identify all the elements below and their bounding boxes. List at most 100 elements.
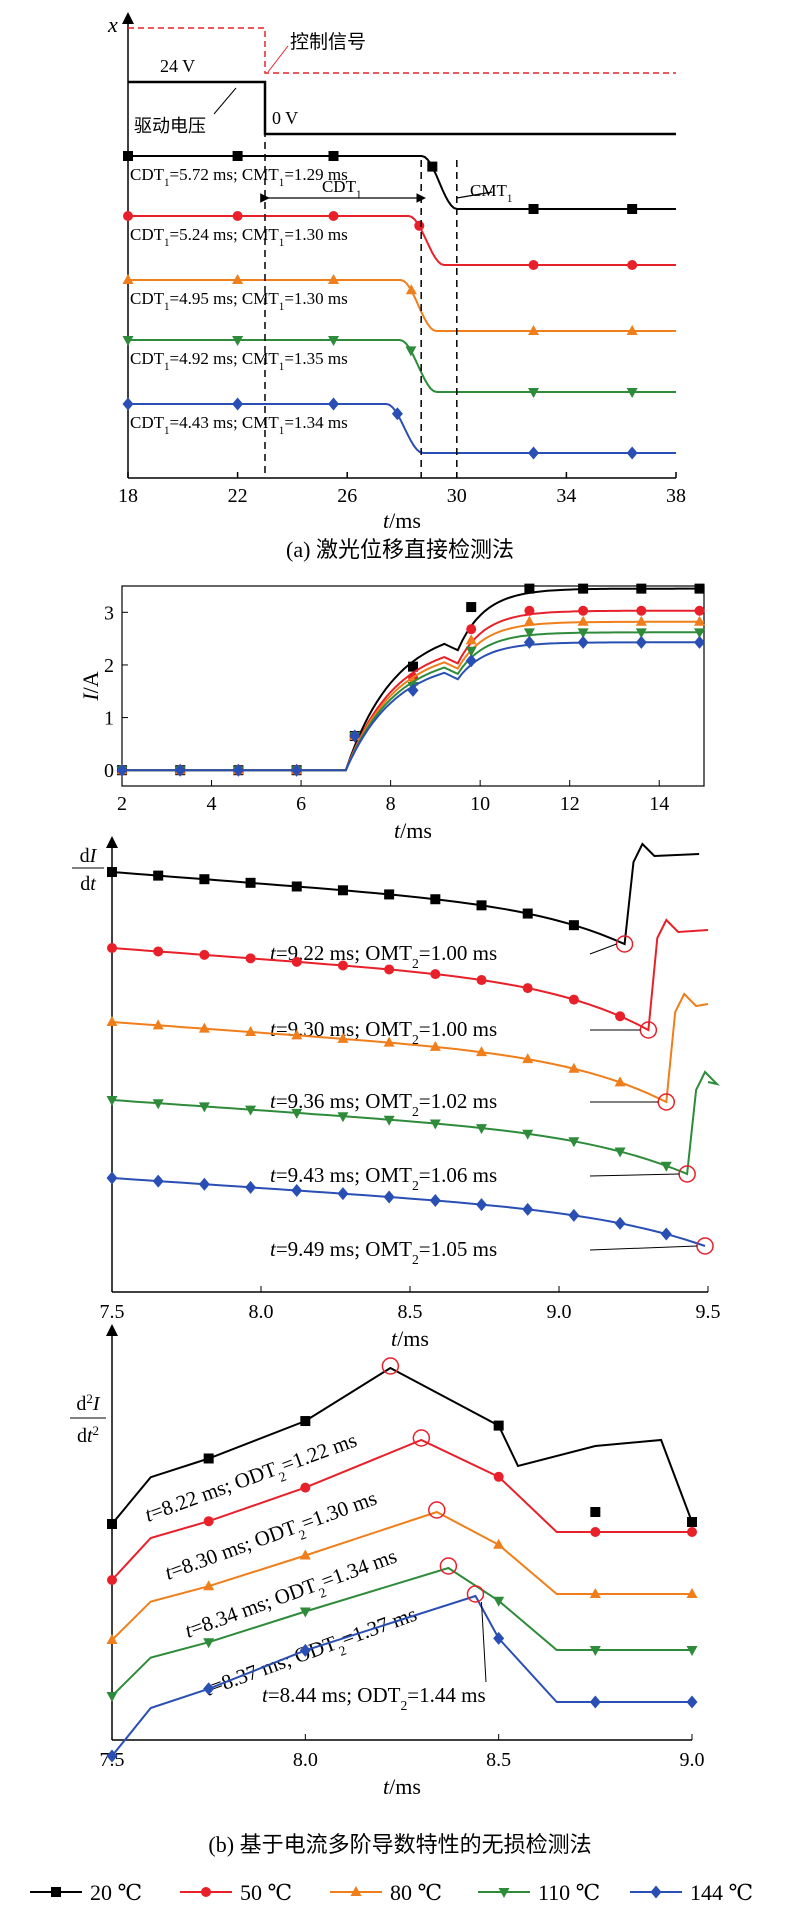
data-marker (232, 151, 243, 161)
data-marker (337, 1187, 349, 1201)
displacement-annotation-2: CDT1=4.95 ms; CMT1=1.30 ms (130, 289, 348, 313)
data-marker (427, 161, 438, 172)
y-tick-label: 1 (104, 708, 114, 730)
drive-voltage-label: 驱动电压 (134, 116, 206, 136)
legend-label-3: 110 ℃ (538, 1880, 600, 1905)
data-marker (590, 1527, 601, 1537)
data-marker (107, 867, 117, 877)
data-marker (203, 1580, 215, 1591)
x-tick-label: 10 (470, 793, 490, 815)
data-marker (123, 151, 133, 161)
data-marker (337, 960, 348, 971)
data-marker (383, 1036, 395, 1047)
data-marker (408, 661, 418, 672)
data-marker (466, 624, 477, 635)
data-marker (429, 1119, 441, 1130)
data-marker (626, 325, 638, 335)
data-marker (328, 211, 339, 221)
data-marker (299, 1549, 311, 1560)
data-marker (337, 1032, 349, 1043)
first-derivative-annotation-4: t=9.49 ms; OMT2=1.05 ms (270, 1237, 497, 1267)
x-tick-label: 22 (228, 485, 248, 507)
data-marker (153, 946, 164, 957)
data-marker (107, 1519, 117, 1529)
panel-b-caption: (b) 基于电流多阶导数特性的无损检测法 (208, 1832, 591, 1857)
data-marker (291, 1183, 303, 1197)
data-marker (383, 1190, 395, 1204)
cmt-leader (456, 191, 493, 199)
data-marker (694, 615, 706, 626)
data-marker (577, 628, 589, 639)
data-marker (232, 274, 244, 284)
data-marker (578, 605, 589, 616)
peak-highlight-circle (439, 1557, 458, 1575)
data-marker (384, 889, 395, 900)
data-marker (476, 1198, 488, 1212)
data-marker (523, 635, 535, 649)
data-marker (577, 635, 589, 649)
data-marker (405, 284, 417, 295)
plot-frame (121, 585, 705, 787)
data-marker (493, 1538, 505, 1549)
data-marker (300, 1416, 311, 1427)
x-tick-label: 38 (666, 485, 686, 507)
x-tick-label: 6 (296, 793, 306, 815)
displacement-series-3 (128, 339, 676, 393)
data-marker (123, 211, 133, 221)
data-marker (383, 1115, 395, 1126)
annotation-leader (589, 1245, 698, 1251)
data-marker (106, 1634, 118, 1644)
x-tick-label: 9.0 (680, 1749, 705, 1771)
data-marker (198, 1177, 210, 1191)
displacement-series-2 (128, 279, 676, 332)
data-marker (106, 1749, 118, 1763)
data-marker (493, 1420, 504, 1431)
data-marker (198, 1022, 210, 1033)
second-derivative-series-4 (111, 1594, 692, 1757)
panel-a-caption: (a) 激光位移直接检测法 (286, 537, 514, 562)
data-marker (568, 994, 579, 1005)
data-marker (106, 1096, 118, 1106)
data-marker (106, 1016, 118, 1026)
displacement-series-1 (128, 215, 676, 266)
x-tick-label: 12 (560, 793, 580, 815)
second-derivative-series-1 (111, 1438, 692, 1581)
data-marker (589, 1646, 601, 1656)
data-marker (614, 1147, 626, 1158)
control-signal-leader (267, 45, 289, 73)
data-marker (116, 763, 128, 777)
data-marker (328, 397, 339, 411)
data-marker (522, 983, 533, 994)
first-derivative-annotation-2: t=9.36 ms; OMT2=1.02 ms (270, 1089, 497, 1119)
data-marker (245, 1026, 257, 1037)
data-marker (687, 1517, 697, 1527)
data-marker (391, 407, 403, 421)
panel-a-laser-displacement: x 18 22 26 30 34 38 t/ms 控制信号 24 V 0 V 驱动电压 CDT1=5.7… (107, 12, 686, 533)
y-axis-label: I/A (78, 671, 103, 701)
data-marker (493, 1631, 505, 1645)
y-tick-label: 2 (104, 655, 114, 677)
data-marker (589, 1588, 601, 1598)
first-derivative-annotation-0: t=9.22 ms; OMT2=1.00 ms (270, 941, 497, 971)
data-marker (199, 874, 210, 885)
first-derivative-series-4 (111, 1177, 706, 1247)
data-marker (299, 1607, 311, 1618)
data-marker (568, 1137, 580, 1148)
data-marker (522, 1053, 534, 1064)
data-marker (245, 877, 256, 888)
data-marker (493, 1471, 504, 1482)
data-marker (578, 583, 589, 594)
x-tick-label: 8.0 (293, 1749, 318, 1771)
data-marker (636, 605, 647, 616)
first-derivative-series-0 (111, 842, 700, 946)
data-marker (407, 683, 419, 697)
data-marker (153, 870, 164, 881)
data-marker (522, 1202, 534, 1216)
data-marker (476, 900, 487, 911)
legend-marker (498, 1888, 510, 1898)
first-derivative-series-3 (111, 1070, 721, 1176)
data-marker (523, 615, 535, 626)
second-derivative-series-3 (111, 1566, 692, 1697)
data-marker (694, 628, 706, 639)
